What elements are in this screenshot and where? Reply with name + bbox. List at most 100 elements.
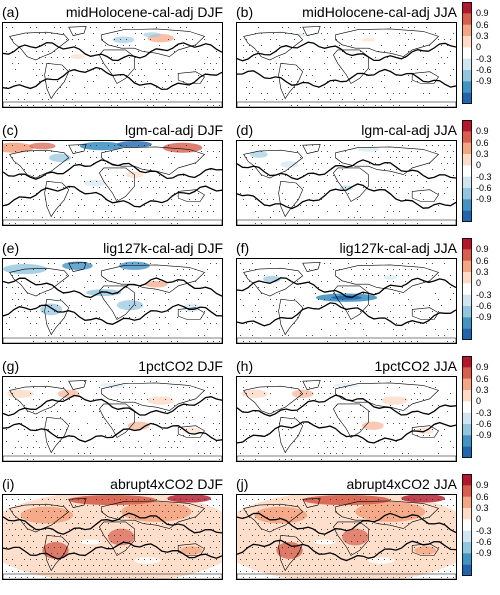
colorbar-segment — [462, 81, 472, 93]
coastline — [278, 180, 304, 218]
colorbar-segment — [462, 131, 472, 143]
stippling — [6, 145, 220, 224]
coastline — [68, 380, 87, 390]
stippling — [240, 499, 454, 578]
contour-line — [3, 66, 222, 91]
map-plot — [3, 26, 222, 107]
coastline — [243, 385, 304, 415]
contour-line — [3, 304, 222, 325]
map-panel: (i) abrupt4xCO2 DJF — [2, 472, 223, 580]
coastline — [335, 264, 440, 293]
colorbar-tick-label: 0.6 — [476, 19, 489, 30]
colorbar-segment — [462, 519, 472, 531]
colorbar-segment — [462, 356, 472, 368]
coastline — [237, 219, 456, 225]
map-plot — [237, 262, 456, 343]
map-frame — [236, 140, 457, 226]
stippling — [240, 263, 454, 342]
map-panel: (j) abrupt4xCO2 JJA — [236, 472, 457, 580]
coastline — [68, 498, 87, 508]
colorbar-scale — [462, 238, 472, 341]
contour-line — [237, 159, 456, 181]
colorbar-segment — [462, 210, 472, 223]
anomaly-shading — [48, 153, 71, 162]
panel-title: lgm-cal-adj DJF — [124, 122, 223, 138]
colorbar-tick-label: 0.9 — [476, 480, 489, 491]
contour-line — [237, 277, 456, 298]
coastline — [68, 144, 87, 154]
anomaly-shading — [112, 36, 135, 44]
panel-letter: (i) — [2, 476, 15, 492]
stippling — [240, 27, 454, 106]
map-plot — [237, 380, 456, 461]
anomaly-shading — [134, 557, 161, 564]
colorbar: 0.9 0.6 0.3 0 -0.3 -0.6 -0.9 — [462, 2, 500, 105]
colorbar-segment — [462, 485, 472, 497]
coastline — [44, 416, 70, 454]
colorbar-tick-label: 0 — [476, 278, 482, 289]
anomaly-shading — [342, 528, 369, 546]
map-plot — [3, 261, 222, 343]
panel-letter: (f) — [236, 240, 250, 256]
coastline — [335, 146, 440, 175]
anomaly-shading — [68, 495, 157, 506]
anomaly-shading — [401, 495, 446, 503]
map-frame — [2, 376, 223, 462]
coastline — [333, 167, 369, 202]
anomaly-shading — [383, 274, 397, 280]
anomaly-shading — [79, 141, 124, 151]
map-frame — [236, 376, 457, 462]
coastline — [101, 146, 206, 175]
colorbar-frame — [462, 238, 472, 340]
panel-title: lgm-cal-adj JJA — [361, 122, 457, 138]
coastline — [3, 455, 222, 461]
anomaly-shading — [84, 179, 106, 187]
panel-title: abrupt4xCO2 JJA — [346, 476, 458, 492]
colorbar-tick-label: 0.6 — [476, 373, 489, 384]
coastline — [411, 189, 439, 202]
panel-title: midHolocene-cal-adj JJA — [302, 4, 457, 20]
map-panel: (g) 1pctCO2 DJF — [2, 354, 223, 462]
coastline — [302, 144, 321, 154]
colorbar-segment — [462, 378, 472, 391]
colorbar-tick-label: 0.9 — [476, 362, 489, 373]
colorbar-tick-label: 0.6 — [476, 137, 489, 148]
coastline — [333, 521, 369, 556]
coastline — [99, 167, 135, 202]
colorbar-tick-label: -0.6 — [476, 419, 492, 429]
colorbar-segment — [462, 401, 472, 413]
colorbar-segment — [462, 424, 472, 436]
map-frame — [2, 258, 223, 344]
colorbar-tick-label: -0.3 — [476, 407, 492, 418]
anomaly-shading — [147, 396, 174, 405]
coastline — [9, 385, 70, 415]
colorbar-segment — [462, 367, 472, 379]
colorbar-segment — [462, 58, 472, 71]
colorbar-tick-label: -0.6 — [476, 65, 492, 75]
stippling — [6, 27, 220, 106]
panel-letter: (a) — [2, 4, 20, 20]
coastline — [3, 573, 222, 579]
anomaly-shading — [145, 280, 168, 288]
panel-title: 1pctCO2 JJA — [374, 358, 457, 374]
colorbar-segment — [462, 328, 472, 341]
colorbar-tick-label: 0.6 — [476, 491, 489, 502]
anomaly-shading — [333, 382, 360, 388]
colorbar-segment — [462, 176, 472, 189]
colorbar-tick-label: 0 — [476, 396, 482, 407]
colorbar-tick-label: 0 — [476, 160, 482, 171]
colorbar-segment — [462, 188, 472, 200]
anomaly-shading — [313, 539, 336, 545]
colorbar-segment — [462, 390, 472, 402]
map-plot — [237, 495, 456, 579]
colorbar-segment — [462, 13, 472, 25]
coastline — [278, 298, 304, 336]
map-frame — [2, 494, 223, 580]
coastline — [68, 262, 87, 272]
colorbar-segment — [462, 317, 472, 329]
map-panel: (e) lig127k-cal-adj DJF — [2, 236, 223, 344]
colorbar: 0.9 0.6 0.3 0 -0.3 -0.6 -0.9 — [462, 238, 500, 341]
stippling — [240, 381, 454, 460]
colorbar-segment — [462, 92, 472, 105]
colorbar-tick-label: -0.3 — [476, 289, 492, 300]
